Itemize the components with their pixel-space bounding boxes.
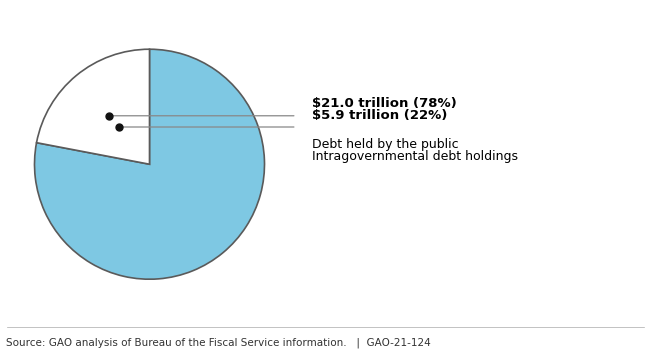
Text: $5.9 trillion (22%): $5.9 trillion (22%)	[312, 109, 447, 121]
Wedge shape	[34, 49, 265, 279]
Text: $21.0 trillion (78%): $21.0 trillion (78%)	[312, 97, 457, 110]
Text: Source: GAO analysis of Bureau of the Fiscal Service information.   |  GAO-21-12: Source: GAO analysis of Bureau of the Fi…	[6, 337, 431, 348]
Wedge shape	[36, 49, 150, 164]
Text: Debt held by the public: Debt held by the public	[312, 138, 459, 151]
Text: Intragovernmental debt holdings: Intragovernmental debt holdings	[312, 150, 518, 163]
